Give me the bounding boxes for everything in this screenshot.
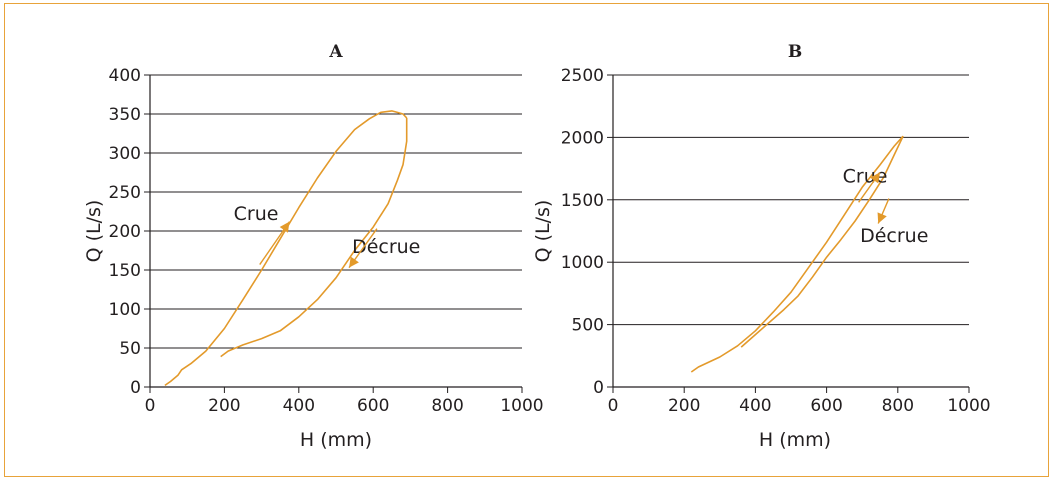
chart-title: B	[788, 42, 802, 62]
x-tick-label: 200	[208, 396, 240, 416]
y-axis-label: Q (L/s)	[532, 200, 554, 263]
y-tick-label: 150	[109, 261, 141, 281]
y-tick-label: 400	[109, 66, 141, 86]
chart-panel-A: A 0 50 100 150 200 250 300 350 400 0 200 400 600 800 10…	[83, 42, 544, 451]
chart-title: A	[328, 42, 343, 62]
x-tick-label: 1000	[947, 396, 990, 416]
x-tick-label: 400	[283, 396, 315, 416]
y-tick-label: 50	[119, 339, 141, 359]
y-tick-label: 0	[593, 378, 604, 398]
x-tick-label: 1000	[500, 396, 543, 416]
y-tick-label: 1000	[561, 253, 604, 273]
y-tick-label: 250	[109, 183, 141, 203]
y-tick-label: 2000	[561, 128, 604, 148]
y-tick-label: 2500	[561, 66, 604, 86]
x-tick-label: 0	[145, 396, 156, 416]
x-tick-label: 200	[668, 396, 700, 416]
y-tick-label: 350	[109, 105, 141, 125]
x-axis-label: H (mm)	[759, 429, 831, 451]
x-tick-label: 600	[810, 396, 842, 416]
y-tick-label: 200	[109, 222, 141, 242]
y-tick-label: 500	[572, 316, 604, 336]
y-axis-label: Q (L/s)	[83, 200, 105, 263]
x-axis-label: H (mm)	[300, 429, 372, 451]
y-tick-label: 0	[130, 378, 141, 398]
series-line-crue	[164, 110, 408, 387]
series-line-crue	[690, 135, 904, 373]
y-tick-label: 100	[109, 300, 141, 320]
y-tick-label: 1500	[561, 191, 604, 211]
x-tick-label: 0	[608, 396, 619, 416]
y-tick-label: 300	[109, 144, 141, 164]
annotation-arrowhead	[870, 172, 880, 184]
x-tick-label: 800	[431, 396, 463, 416]
series-line-dcrue	[740, 135, 904, 348]
figure-frame	[4, 3, 1049, 477]
x-tick-label: 400	[739, 396, 771, 416]
annotation-label: Décrue	[860, 225, 928, 247]
annotation-arrowhead	[279, 221, 290, 233]
x-tick-label: 600	[357, 396, 389, 416]
annotation-label: Crue	[843, 165, 888, 187]
annotation-arrowhead	[349, 256, 359, 268]
chart-panel-B: B 0 500 1000 1500 2000 2500 0 200 400 600 800 1000 H …	[532, 42, 991, 451]
x-tick-label: 800	[882, 396, 914, 416]
annotation-label: Décrue	[352, 236, 420, 258]
annotation-label: Crue	[234, 203, 279, 225]
series-line-dcrue	[220, 117, 408, 358]
annotation-arrowhead	[877, 212, 887, 224]
